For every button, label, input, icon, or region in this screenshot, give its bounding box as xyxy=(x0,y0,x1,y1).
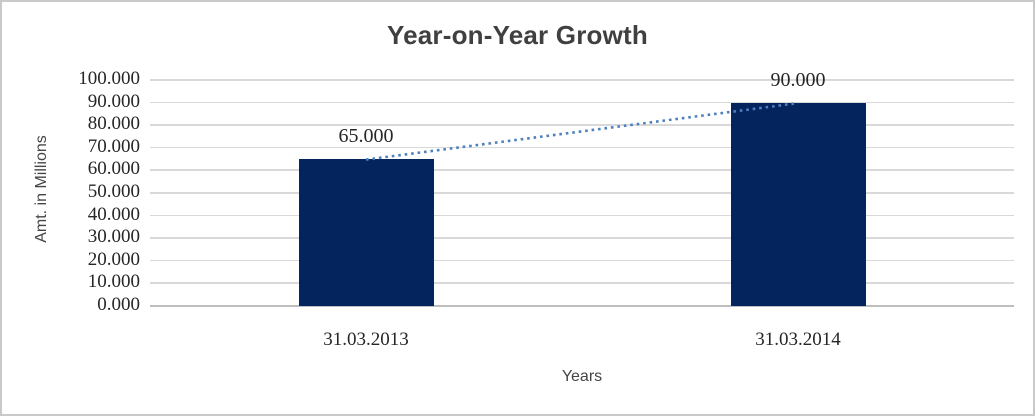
x-category-label: 31.03.2013 xyxy=(323,329,409,350)
y-gridline xyxy=(150,259,1014,262)
y-tick-label: 80.000 xyxy=(87,113,140,135)
y-gridline xyxy=(150,237,1014,239)
bar-data-label: 65.000 xyxy=(338,125,394,148)
y-tick-label: 100.000 xyxy=(78,68,140,89)
plot-area xyxy=(150,79,1014,307)
bar xyxy=(730,102,866,306)
y-gridline xyxy=(150,169,1014,171)
y-tick-label: 10.000 xyxy=(87,271,140,293)
y-tick-label: 20.000 xyxy=(87,248,140,270)
y-tick-label: 0.000 xyxy=(97,294,140,315)
y-gridline xyxy=(150,192,1014,194)
trendline xyxy=(365,101,799,161)
y-tick-label: 50.000 xyxy=(87,181,140,202)
y-gridline xyxy=(150,101,1014,104)
x-axis-line xyxy=(150,305,1014,307)
y-gridline xyxy=(150,214,1014,217)
chart-title: Year-on-Year Growth xyxy=(387,20,648,50)
y-gridline xyxy=(150,146,1014,149)
x-axis-title: Years xyxy=(561,368,603,385)
bar xyxy=(298,159,434,306)
y-tick-label: 30.000 xyxy=(87,226,140,248)
y-tick-label: 70.000 xyxy=(87,135,140,157)
y-gridline xyxy=(150,282,1014,284)
y-tick-label: 90.000 xyxy=(87,90,140,112)
y-gridline xyxy=(150,79,1014,81)
y-tick-label: 40.000 xyxy=(87,203,140,225)
y-gridline xyxy=(150,124,1014,126)
bar-data-label: 90.000 xyxy=(770,68,826,91)
y-tick-label: 60.000 xyxy=(87,158,140,180)
x-category-label: 31.03.2014 xyxy=(755,329,841,350)
